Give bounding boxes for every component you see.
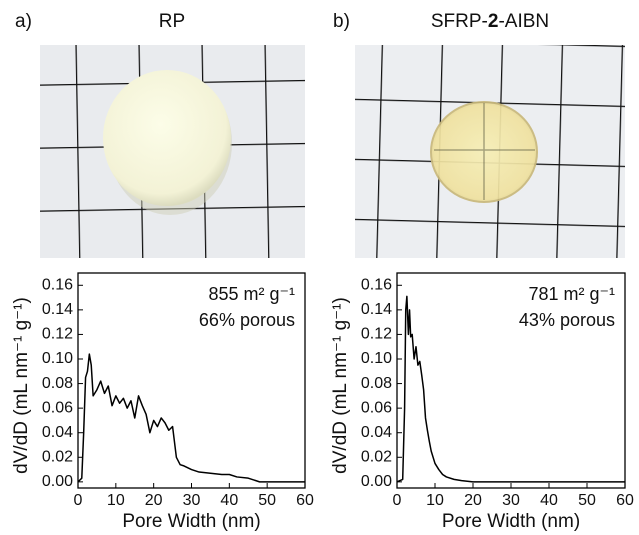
y-tick-label: 0.14 (361, 301, 392, 318)
panel-title: SFRP-2-AIBN (431, 11, 549, 32)
y-tick-label: 0.08 (361, 375, 392, 392)
data-line (396, 295, 625, 483)
photo-rp (40, 45, 305, 258)
title-part: SFRP- (431, 11, 488, 32)
x-tick-label: 10 (107, 492, 125, 509)
annotation: 43% porous (519, 310, 615, 330)
x-tick-label: 20 (145, 492, 163, 509)
x-tick-label: 40 (540, 492, 558, 509)
annotation: 781 m² g⁻¹ (528, 284, 615, 304)
y-tick-label: 0.16 (42, 277, 73, 294)
y-tick-label: 0.02 (361, 449, 392, 466)
x-tick-label: 60 (296, 492, 314, 509)
x-tick-label: 0 (74, 492, 83, 509)
title-part: 2 (488, 11, 499, 32)
y-tick-label: 0.04 (42, 424, 73, 441)
y-axis-label: dV/dD (mL nm⁻¹ g⁻¹) (330, 297, 351, 474)
x-tick-label: 60 (616, 492, 634, 509)
y-tick-label: 0.04 (361, 424, 392, 441)
y-tick-label: 0.12 (361, 326, 392, 343)
y-tick-label: 0.06 (361, 399, 392, 416)
data-line (77, 353, 305, 483)
y-tick-label: 0.10 (361, 350, 392, 367)
panel-label: a) (15, 11, 32, 32)
title-part: RP (159, 11, 185, 32)
x-tick-label: 50 (578, 492, 596, 509)
y-tick-label: 0.10 (42, 350, 73, 367)
y-tick-label: 0.16 (361, 277, 392, 294)
x-tick-label: 20 (464, 492, 482, 509)
x-axis-label: Pore Width (nm) (122, 511, 260, 532)
x-tick-label: 30 (183, 492, 201, 509)
photo-sfrp (355, 45, 625, 258)
plot-frame (396, 272, 626, 489)
y-tick-label: 0.08 (42, 375, 73, 392)
title-part: -AIBN (498, 11, 549, 32)
x-tick-label: 30 (502, 492, 520, 509)
y-tick-label: 0.14 (42, 301, 73, 318)
panel-label: b) (333, 11, 350, 32)
annotation: 855 m² g⁻¹ (208, 284, 295, 304)
x-tick-label: 10 (426, 492, 444, 509)
x-tick-label: 0 (393, 492, 402, 509)
y-tick-label: 0.12 (42, 326, 73, 343)
y-tick-label: 0.00 (42, 473, 73, 490)
plot-frame (77, 272, 306, 489)
y-tick-label: 0.06 (42, 399, 73, 416)
y-axis-label: dV/dD (mL nm⁻¹ g⁻¹) (11, 297, 32, 474)
annotation: 66% porous (199, 310, 295, 330)
panel-title: RP (159, 11, 185, 32)
x-axis-label: Pore Width (nm) (442, 511, 580, 532)
y-tick-label: 0.02 (42, 449, 73, 466)
x-tick-label: 40 (220, 492, 238, 509)
y-tick-label: 0.00 (361, 473, 392, 490)
x-tick-label: 50 (258, 492, 276, 509)
